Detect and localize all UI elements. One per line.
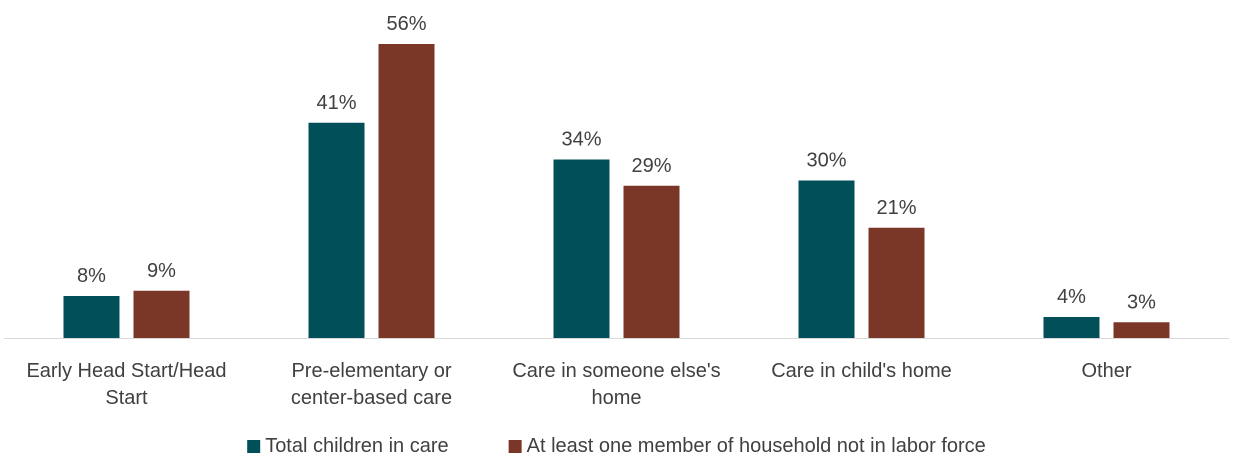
x-tick-label-cat1: Early Head Start/Head Start [26, 360, 226, 409]
bars-layer [63, 44, 1170, 338]
legend-item-series1: Total children in care [247, 435, 449, 457]
bar-series2-cat4 [868, 227, 925, 338]
legend-swatch-series1 [247, 440, 261, 453]
data-label-series1-cat3: 34% [561, 129, 601, 151]
data-label-series2-cat1: 9% [147, 260, 176, 282]
data-label-series2-cat5: 3% [1127, 291, 1156, 313]
data-label-series1-cat4: 30% [806, 150, 846, 172]
x-tick-labels-layer: Early Head Start/Head Start Pre-elementary… [26, 360, 1131, 409]
legend-item-series2: At least one member of household not in … [508, 435, 986, 457]
legend-swatch-series2 [508, 440, 522, 453]
data-labels-layer: 8% 9% 41% 56% 34% 29% 30% 21% 4% 3% [77, 13, 1156, 313]
data-label-series1-cat2: 41% [316, 92, 356, 114]
bar-series1-cat3 [553, 159, 610, 338]
legend: Total children in care At least one membe… [247, 435, 986, 457]
x-tick-label-cat5: Other [1081, 360, 1131, 382]
x-tick-label-cat3: Care in someone else's home [512, 360, 720, 409]
legend-label-series2: At least one member of household not in … [527, 435, 986, 457]
data-label-series2-cat4: 21% [876, 197, 916, 219]
x-tick-label-cat2: Pre-elementary or center-based care [291, 360, 452, 409]
bar-series1-cat5 [1043, 317, 1100, 338]
data-label-series2-cat3: 29% [631, 155, 671, 177]
x-tick-label-cat4: Care in child's home [771, 360, 952, 382]
bar-series2-cat2 [378, 44, 435, 338]
bar-series1-cat2 [308, 122, 365, 338]
data-label-series1-cat5: 4% [1057, 286, 1086, 308]
bar-series1-cat4 [798, 180, 855, 338]
bar-series2-cat3 [623, 185, 680, 338]
data-label-series1-cat1: 8% [77, 265, 106, 287]
data-label-series2-cat2: 56% [386, 13, 426, 35]
bar-series1-cat1 [63, 296, 120, 338]
bar-series2-cat5 [1113, 322, 1170, 338]
bar-series2-cat1 [133, 290, 190, 338]
legend-label-series1: Total children in care [265, 435, 448, 457]
